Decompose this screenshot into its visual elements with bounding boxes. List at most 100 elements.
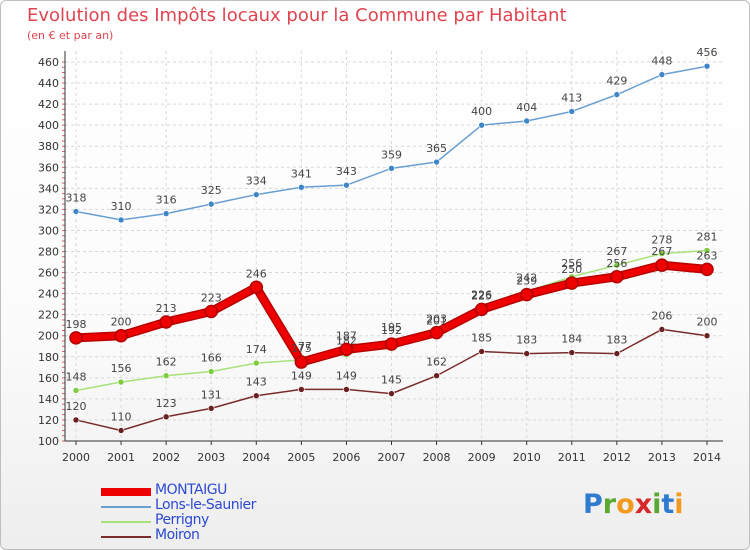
x-tick-label: 2007 xyxy=(378,451,406,464)
data-point xyxy=(613,350,621,357)
data-point xyxy=(162,413,170,421)
series-lons-le-saunier: 318 310 316 325 334 341 343 359 365 400 404 413 429 4… xyxy=(66,46,718,224)
logo-letter: P xyxy=(583,489,603,520)
data-point xyxy=(252,359,260,367)
data-label: 343 xyxy=(336,165,357,178)
data-label: 174 xyxy=(246,343,267,356)
x-tick-label: 2008 xyxy=(423,451,451,464)
logo-letter: x xyxy=(634,489,653,520)
y-tick-label: 380 xyxy=(38,140,59,153)
data-point xyxy=(478,121,485,129)
y-tick-label: 440 xyxy=(38,77,59,90)
data-label: 325 xyxy=(201,184,222,197)
data-point xyxy=(388,390,395,397)
data-label: 267 xyxy=(651,245,672,258)
data-label: 239 xyxy=(516,275,537,288)
data-point xyxy=(658,71,666,78)
y-tick-label: 260 xyxy=(38,267,59,280)
x-tick-label: 2000 xyxy=(62,451,90,464)
x-tick-label: 2004 xyxy=(242,451,270,464)
y-tick-label: 300 xyxy=(38,224,59,237)
legend-swatch xyxy=(101,536,151,538)
x-tick-label: 2002 xyxy=(152,451,180,464)
data-label: 413 xyxy=(561,91,582,104)
x-tick-label: 2003 xyxy=(197,451,225,464)
data-point xyxy=(162,372,170,380)
logo-letter: t xyxy=(661,489,675,520)
series-moiron: 120 110 123 131 143 149 149 145 162 185 183 184 183 2… xyxy=(66,309,718,434)
x-tick-label: 2014 xyxy=(693,451,721,464)
data-point xyxy=(384,337,399,351)
data-label: 195 xyxy=(381,321,402,334)
y-tick-label: 400 xyxy=(38,119,59,132)
chart-title: Evolution des Impôts locaux pour la Comm… xyxy=(27,5,567,26)
data-label: 156 xyxy=(111,362,132,375)
legend-swatch xyxy=(101,488,151,496)
y-tick-label: 180 xyxy=(38,351,59,364)
data-label: 318 xyxy=(66,191,87,204)
data-point xyxy=(343,181,350,189)
legend-label: Lons-le-Saunier xyxy=(155,497,256,513)
data-point xyxy=(298,183,305,191)
data-point xyxy=(478,348,485,355)
data-point xyxy=(69,331,83,345)
data-point xyxy=(568,108,576,115)
y-tick-label: 240 xyxy=(38,288,59,301)
legend-swatch xyxy=(101,506,151,508)
data-label: 341 xyxy=(291,167,312,180)
data-point xyxy=(252,191,260,198)
data-point xyxy=(294,355,309,369)
x-tick-label: 2006 xyxy=(332,451,360,464)
legend-label: Perrigny xyxy=(155,512,209,528)
data-point xyxy=(433,158,440,166)
data-label: 404 xyxy=(516,101,537,114)
data-label: 256 xyxy=(606,257,627,270)
data-point xyxy=(613,91,621,98)
y-tick-label: 160 xyxy=(38,372,59,385)
data-point xyxy=(114,328,128,343)
data-label: 192 xyxy=(381,324,402,337)
data-label: 242 xyxy=(516,272,537,285)
x-tick-label: 2010 xyxy=(513,451,541,464)
data-label: 359 xyxy=(381,148,402,161)
data-point xyxy=(613,261,621,269)
chart-subtitle: (en € et par an) xyxy=(27,29,114,42)
data-label: 429 xyxy=(606,75,627,88)
data-point xyxy=(433,372,440,380)
data-point xyxy=(474,302,489,317)
legend-swatch xyxy=(101,521,151,523)
data-point xyxy=(610,270,624,284)
legend-label: MONTAIGU xyxy=(155,482,227,498)
data-point xyxy=(565,276,579,290)
data-label: 123 xyxy=(156,397,177,410)
data-label: 225 xyxy=(471,289,492,302)
x-tick-label: 2009 xyxy=(468,451,496,464)
data-point xyxy=(249,280,264,295)
data-label: 184 xyxy=(561,333,582,346)
data-point xyxy=(429,325,444,340)
data-point xyxy=(658,326,666,333)
x-tick-label: 2001 xyxy=(107,451,135,464)
data-label: 148 xyxy=(66,370,87,383)
data-label: 267 xyxy=(606,245,627,258)
data-point xyxy=(159,315,173,329)
y-tick-label: 200 xyxy=(38,330,59,343)
data-point xyxy=(72,416,80,424)
data-point xyxy=(343,386,350,393)
x-tick-label: 2012 xyxy=(603,451,631,464)
data-point xyxy=(72,208,80,215)
data-point xyxy=(523,350,531,357)
y-tick-label: 120 xyxy=(38,414,59,427)
data-label: 456 xyxy=(697,46,718,59)
data-label: 206 xyxy=(651,309,672,322)
data-point xyxy=(339,342,354,357)
data-label: 162 xyxy=(426,356,447,369)
data-point xyxy=(519,287,534,302)
data-label: 263 xyxy=(697,249,718,262)
data-point xyxy=(117,216,125,224)
data-label: 334 xyxy=(246,175,267,188)
y-tick-label: 420 xyxy=(38,98,59,111)
data-point xyxy=(388,165,395,172)
data-label: 110 xyxy=(111,410,132,423)
data-point xyxy=(252,392,260,400)
